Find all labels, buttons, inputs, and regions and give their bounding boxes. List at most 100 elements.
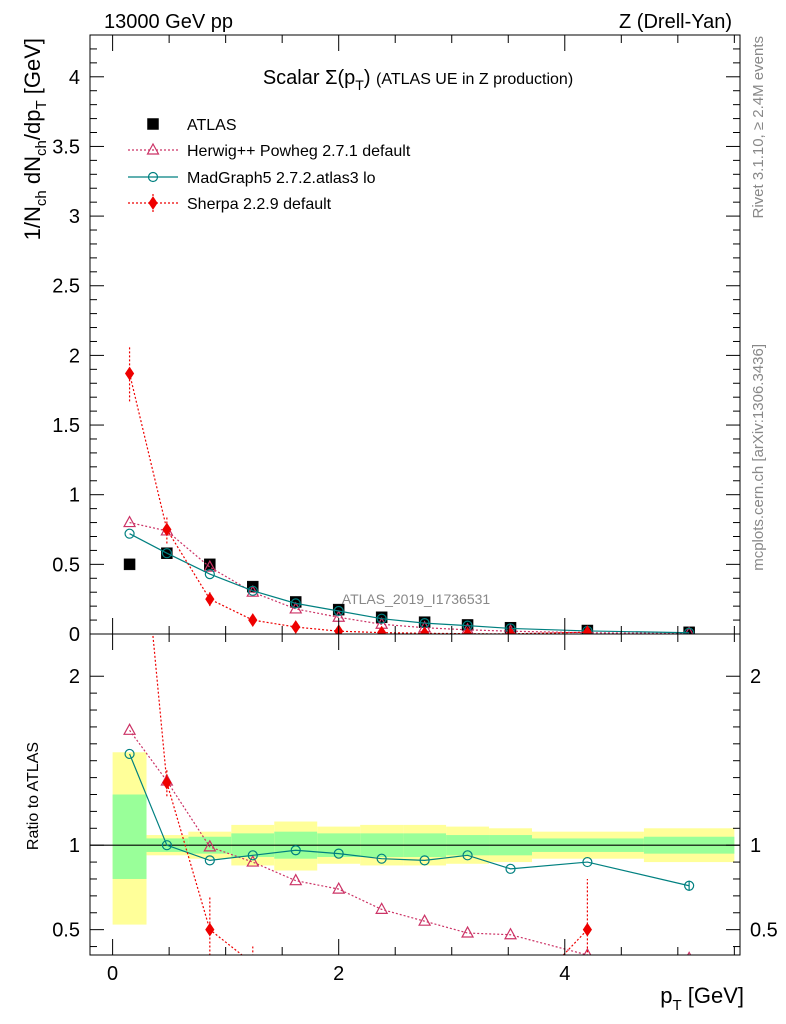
ratio-point xyxy=(205,922,215,937)
ratio-xtick-label: 4 xyxy=(559,963,570,985)
legend-marker xyxy=(148,196,158,210)
legend-label: ATLAS xyxy=(187,117,237,134)
ratio-point xyxy=(505,863,516,874)
ratio-point xyxy=(333,848,344,859)
ratio-point xyxy=(418,913,432,926)
ratio-point xyxy=(421,998,429,1010)
ratio-ytick-label-right: 2 xyxy=(750,666,761,688)
ratio-axes: 0.5 0.5 1 1 2 2 0 2 4 xyxy=(52,633,778,985)
ratio-xtick-label: 2 xyxy=(333,963,344,985)
main-ytick-label: 1 xyxy=(69,485,80,507)
ratio-point xyxy=(247,850,258,861)
main-point xyxy=(376,613,387,624)
legend-label: Herwig++ Powheg 2.7.1 default xyxy=(187,143,411,160)
ratio-point xyxy=(462,850,473,861)
ratio-point xyxy=(335,988,343,1000)
legend-label: MadGraph5 2.7.2.atlas3 lo xyxy=(187,170,376,187)
ratio-point xyxy=(687,951,692,955)
main-point xyxy=(582,625,592,634)
legend-label: Sherpa 2.2.9 default xyxy=(187,196,332,213)
ratio-series-0 xyxy=(123,723,692,955)
ratio-point xyxy=(124,748,135,760)
ratio-point xyxy=(204,855,215,866)
main-point xyxy=(124,528,135,539)
main-point xyxy=(203,559,217,572)
main-point xyxy=(333,605,344,617)
ratio-band-green xyxy=(112,794,147,879)
ratio-point xyxy=(292,974,300,986)
ratio-point xyxy=(289,873,303,886)
main-ytick-label: 0.5 xyxy=(52,554,80,576)
ratio-point xyxy=(375,902,389,914)
main-point xyxy=(291,620,301,634)
legend: ATLAS Herwig++ Powheg 2.7.1 default MadGra… xyxy=(128,117,411,213)
main-point xyxy=(161,548,172,559)
ratio-series-line-1 xyxy=(129,753,690,887)
ratio-frame xyxy=(89,633,741,956)
y-axis-label-ratio: Ratio to ATLAS xyxy=(25,742,42,850)
ratio-point xyxy=(162,775,172,790)
ratio-ytick-label: 0.5 xyxy=(52,920,80,942)
main-series-line-2 xyxy=(129,533,690,634)
x-axis-label: pT [GeV] xyxy=(660,983,744,1014)
ratio-ytick-label: 1 xyxy=(69,835,80,857)
ratio-point xyxy=(203,839,217,852)
ratio-point xyxy=(290,845,301,856)
ratio-point xyxy=(419,855,430,866)
header-left: 13000 GeV pp xyxy=(104,11,233,33)
main-point xyxy=(247,585,258,596)
ratio-point xyxy=(376,853,387,864)
ratio-point xyxy=(161,840,172,851)
ratio-point xyxy=(507,1005,515,1017)
main-point xyxy=(377,625,387,634)
ratio-point xyxy=(246,854,260,867)
ratio-point xyxy=(249,957,257,969)
legend-marker xyxy=(146,142,160,155)
rivet-label: Rivet 3.1.10, ≥ 2.4M events xyxy=(750,36,767,219)
analysis-watermark: ATLAS_2019_I1736531 xyxy=(342,591,491,607)
ratio-xtick-label: 0 xyxy=(107,963,118,985)
ratio-point xyxy=(582,856,593,868)
ratio-point xyxy=(378,995,386,1007)
ratio-point xyxy=(123,723,137,735)
ratio-series-2 xyxy=(152,634,592,1017)
main-series-1 xyxy=(123,515,694,634)
ratio-point xyxy=(684,880,695,891)
legend-entry-1: Herwig++ Powheg 2.7.1 default xyxy=(128,142,411,160)
ratio-point xyxy=(583,947,592,955)
legend-marker xyxy=(147,118,159,130)
main-point xyxy=(420,626,430,634)
ratio-series-1 xyxy=(124,748,695,891)
main-point xyxy=(205,592,215,607)
ratio-series xyxy=(123,634,695,1017)
main-point xyxy=(204,568,215,580)
mcplots-label: mcplots.cern.ch [arXiv:1306.3436] xyxy=(750,344,767,571)
ratio-ytick-label: 2 xyxy=(69,666,80,688)
ratio-point xyxy=(582,922,592,937)
ratio-plot-area xyxy=(123,634,695,1017)
main-point xyxy=(684,627,695,634)
main-ytick-label: 0 xyxy=(69,624,80,646)
ratio-point xyxy=(332,881,346,894)
main-ytick-label: 4 xyxy=(69,67,80,89)
legend-entry-3: Sherpa 2.2.9 default xyxy=(128,194,332,213)
main-series-2 xyxy=(124,528,695,634)
legend-entry-2: MadGraph5 2.7.2.atlas3 lo xyxy=(128,170,376,187)
chart-title: Scalar Σ(pT) (ATLAS UE in Z production) xyxy=(263,67,573,93)
ratio-point xyxy=(504,927,518,940)
header-right: Z (Drell-Yan) xyxy=(619,11,732,33)
main-point xyxy=(124,366,135,381)
legend-entry-0: ATLAS xyxy=(147,117,237,134)
ratio-ytick-label-right: 1 xyxy=(750,835,761,857)
main-point xyxy=(123,515,137,528)
main-point xyxy=(123,558,136,571)
main-ytick-label: 2 xyxy=(69,345,80,367)
main-point xyxy=(248,613,258,627)
ratio-point xyxy=(464,1003,472,1015)
ratio-ytick-label-right: 0.5 xyxy=(750,920,778,942)
main-point xyxy=(290,598,301,609)
y-axis-label-main: 1/Nch dNch/dpT [GeV] xyxy=(20,38,50,240)
main-series-line-1 xyxy=(129,521,690,634)
ratio-series-line-2 xyxy=(152,634,588,955)
